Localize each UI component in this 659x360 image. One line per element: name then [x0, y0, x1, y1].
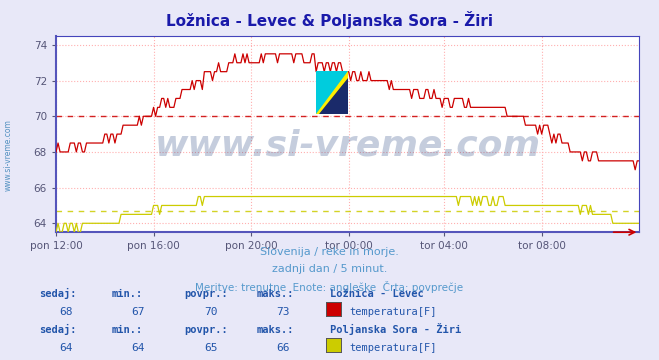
- Text: 64: 64: [132, 343, 145, 353]
- Text: sedaj:: sedaj:: [40, 324, 77, 335]
- Text: Slovenija / reke in morje.: Slovenija / reke in morje.: [260, 247, 399, 257]
- Text: min.:: min.:: [112, 289, 143, 299]
- Text: Ložnica - Levec: Ložnica - Levec: [330, 289, 423, 299]
- Text: 70: 70: [204, 307, 217, 317]
- Text: temperatura[F]: temperatura[F]: [349, 307, 437, 317]
- Text: www.si-vreme.com: www.si-vreme.com: [155, 129, 540, 163]
- Text: 73: 73: [277, 307, 290, 317]
- Text: min.:: min.:: [112, 325, 143, 335]
- Text: povpr.:: povpr.:: [185, 289, 228, 299]
- Text: 64: 64: [59, 343, 72, 353]
- Text: povpr.:: povpr.:: [185, 325, 228, 335]
- Text: 66: 66: [277, 343, 290, 353]
- Text: zadnji dan / 5 minut.: zadnji dan / 5 minut.: [272, 264, 387, 274]
- Text: temperatura[F]: temperatura[F]: [349, 343, 437, 353]
- Text: 68: 68: [59, 307, 72, 317]
- Text: 67: 67: [132, 307, 145, 317]
- Text: 65: 65: [204, 343, 217, 353]
- Polygon shape: [319, 78, 348, 114]
- Polygon shape: [316, 71, 348, 114]
- Text: Meritve: trenutne  Enote: angleške  Črta: povprečje: Meritve: trenutne Enote: angleške Črta: …: [196, 281, 463, 293]
- Text: Poljanska Sora - Žiri: Poljanska Sora - Žiri: [330, 323, 461, 335]
- Text: www.si-vreme.com: www.si-vreme.com: [3, 119, 13, 191]
- Text: maks.:: maks.:: [257, 289, 295, 299]
- Text: maks.:: maks.:: [257, 325, 295, 335]
- Text: sedaj:: sedaj:: [40, 288, 77, 299]
- Polygon shape: [316, 71, 348, 114]
- Text: Ložnica - Levec & Poljanska Sora - Žiri: Ložnica - Levec & Poljanska Sora - Žiri: [166, 11, 493, 29]
